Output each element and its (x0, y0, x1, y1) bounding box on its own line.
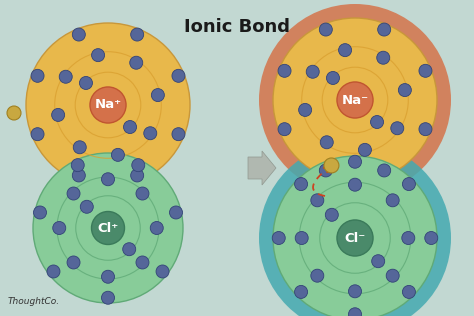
Circle shape (67, 187, 80, 200)
Circle shape (132, 159, 145, 172)
Circle shape (425, 232, 438, 245)
Circle shape (172, 128, 185, 141)
Circle shape (101, 291, 115, 304)
Circle shape (80, 200, 93, 213)
Circle shape (294, 285, 308, 298)
Circle shape (53, 222, 66, 234)
Text: Na⁺: Na⁺ (94, 99, 121, 112)
Circle shape (111, 149, 124, 161)
Circle shape (59, 70, 72, 83)
Circle shape (73, 28, 85, 41)
Circle shape (273, 18, 437, 182)
Circle shape (7, 106, 21, 120)
Circle shape (91, 49, 105, 62)
Circle shape (156, 265, 169, 278)
Circle shape (378, 23, 391, 36)
Circle shape (320, 136, 333, 149)
Circle shape (338, 44, 352, 57)
Circle shape (67, 256, 80, 269)
Circle shape (47, 265, 60, 278)
Circle shape (131, 169, 144, 182)
Circle shape (170, 206, 182, 219)
Circle shape (151, 88, 164, 101)
Circle shape (101, 270, 115, 283)
Circle shape (311, 194, 324, 207)
Circle shape (90, 87, 126, 123)
Circle shape (130, 56, 143, 69)
Circle shape (319, 23, 332, 36)
Circle shape (136, 187, 149, 200)
Circle shape (319, 164, 332, 177)
Circle shape (34, 206, 46, 219)
Circle shape (348, 155, 362, 168)
Circle shape (337, 220, 373, 256)
Circle shape (327, 71, 339, 84)
FancyArrow shape (248, 151, 276, 185)
Circle shape (325, 208, 338, 221)
Circle shape (348, 308, 362, 316)
Circle shape (324, 158, 339, 173)
Circle shape (131, 28, 144, 41)
Circle shape (402, 285, 415, 298)
Text: ThoughtCo.: ThoughtCo. (8, 297, 60, 306)
Circle shape (386, 269, 399, 282)
Circle shape (136, 256, 149, 269)
Circle shape (358, 143, 372, 156)
Circle shape (26, 23, 190, 187)
Circle shape (31, 128, 44, 141)
Circle shape (91, 211, 125, 245)
Circle shape (31, 69, 44, 82)
Circle shape (273, 156, 437, 316)
Circle shape (371, 116, 383, 129)
Circle shape (101, 173, 115, 186)
Circle shape (73, 141, 86, 154)
Circle shape (73, 169, 85, 182)
Circle shape (391, 122, 404, 135)
Circle shape (372, 255, 385, 268)
Circle shape (386, 194, 399, 207)
Circle shape (124, 120, 137, 134)
Circle shape (80, 76, 92, 89)
Circle shape (278, 123, 291, 136)
Circle shape (123, 243, 136, 256)
Circle shape (259, 142, 451, 316)
Text: Cl⁻: Cl⁻ (345, 232, 365, 245)
Circle shape (402, 232, 415, 245)
Circle shape (295, 232, 308, 245)
Circle shape (144, 127, 157, 140)
Circle shape (378, 164, 391, 177)
Circle shape (33, 153, 183, 303)
Circle shape (306, 65, 319, 78)
Circle shape (259, 4, 451, 196)
Circle shape (278, 64, 291, 77)
Circle shape (71, 159, 84, 172)
Circle shape (311, 269, 324, 282)
Text: Ionic Bond: Ionic Bond (184, 18, 290, 36)
Circle shape (348, 285, 362, 298)
Circle shape (398, 83, 411, 97)
Text: Cl⁺: Cl⁺ (97, 222, 118, 234)
Circle shape (348, 178, 362, 191)
Circle shape (419, 64, 432, 77)
Circle shape (299, 103, 311, 116)
Circle shape (272, 232, 285, 245)
Circle shape (402, 178, 415, 191)
Circle shape (294, 178, 308, 191)
Text: Na⁻: Na⁻ (341, 94, 369, 106)
Circle shape (377, 51, 390, 64)
Circle shape (52, 108, 64, 121)
Circle shape (150, 222, 163, 234)
Circle shape (172, 69, 185, 82)
Circle shape (337, 82, 373, 118)
Circle shape (419, 123, 432, 136)
